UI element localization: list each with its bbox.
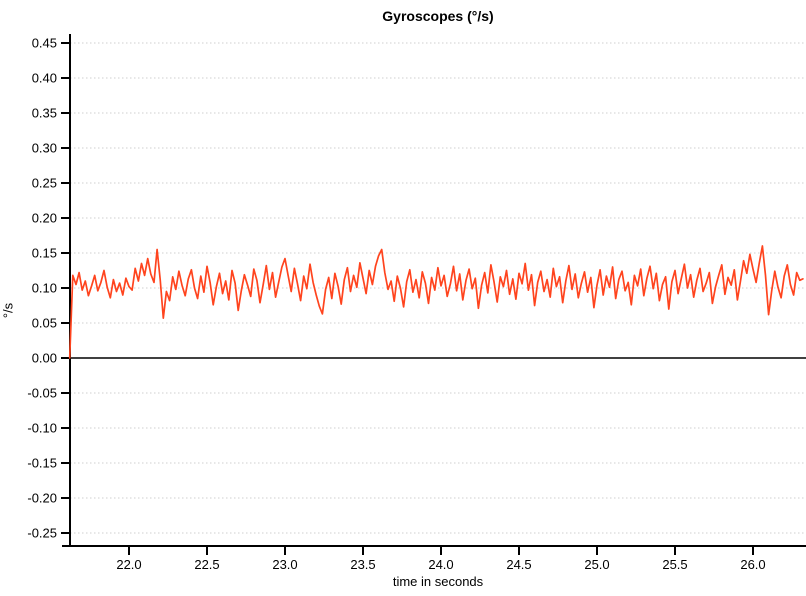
y-tick-label: -0.20	[27, 491, 57, 506]
y-tick-label: 0.10	[32, 281, 57, 296]
x-tick-label: 24.5	[506, 557, 531, 572]
x-tick-label: 22.0	[116, 557, 141, 572]
x-tick-label: 24.0	[428, 557, 453, 572]
y-tick-label: -0.15	[27, 456, 57, 471]
y-tick-label: 0.30	[32, 141, 57, 156]
y-tick-label: -0.25	[27, 526, 57, 541]
y-tick-label: 0.00	[32, 351, 57, 366]
x-axis-label: time in seconds	[392, 574, 484, 589]
x-tick-label: 26.0	[740, 557, 765, 572]
y-tick-label: 0.05	[32, 316, 57, 331]
y-tick-label: 0.45	[32, 36, 57, 51]
x-tick-label: 23.0	[272, 557, 297, 572]
y-tick-label: 0.25	[32, 176, 57, 191]
y-tick-label: 0.20	[32, 211, 57, 226]
y-axis-label: °/s	[0, 302, 16, 319]
y-tick-label: -0.05	[27, 386, 57, 401]
y-tick-label: 0.40	[32, 71, 57, 86]
series-line-gyroscope-signal	[68, 245, 804, 359]
chart-title: Gyroscopes (°/s)	[382, 8, 494, 24]
x-tick-label: 25.0	[584, 557, 609, 572]
y-tick-label: 0.15	[32, 246, 57, 261]
x-tick-label: 25.5	[662, 557, 687, 572]
y-tick-label: -0.10	[27, 421, 57, 436]
x-tick-label: 23.5	[350, 557, 375, 572]
y-tick-label: 0.35	[32, 106, 57, 121]
x-tick-label: 22.5	[194, 557, 219, 572]
